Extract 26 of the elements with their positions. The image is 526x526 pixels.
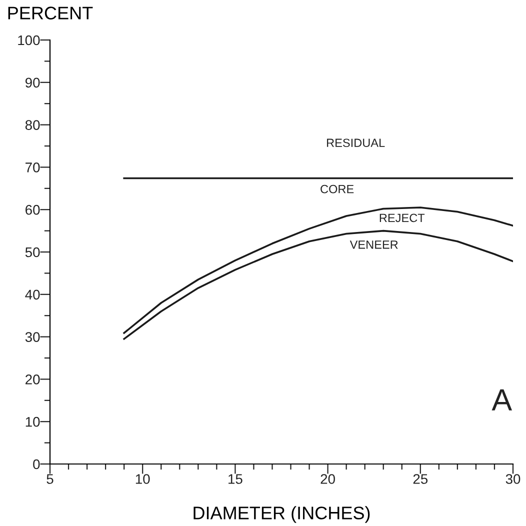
y-axis-title: PERCENT: [8, 6, 93, 20]
annotation: RESIDUAL: [327, 138, 385, 148]
y-tick-label: 100: [18, 35, 40, 46]
x-tick-label: 5: [46, 474, 54, 484]
y-tick-label: 10: [26, 416, 40, 427]
x-tick-label: 30: [506, 474, 520, 484]
x-axis-title: DIAMETER (INCHES): [194, 506, 370, 523]
y-tick-label: 40: [25, 290, 40, 300]
annotation: REJECT: [380, 214, 425, 222]
x-tick-label: 20: [320, 474, 335, 484]
line-series: [123, 230, 513, 340]
x-tick-label: 25: [413, 474, 428, 484]
y-tick-label: 30: [25, 332, 40, 342]
annotation: A: [492, 389, 512, 410]
y-tick-label: 80: [25, 120, 40, 130]
y-tick-label: 70: [26, 162, 40, 172]
annotation: VENEER: [350, 240, 398, 249]
y-tick-label: 90: [25, 78, 40, 88]
y-tick-label: 50: [25, 247, 40, 258]
y-tick-label: 0: [33, 459, 40, 470]
y-tick-label: 20: [26, 374, 40, 384]
x-tick-label: 15: [228, 474, 242, 484]
y-tick-label: 60: [26, 204, 40, 215]
annotation: CORE: [320, 184, 354, 194]
line-series: [123, 206, 513, 334]
x-tick-label: 10: [136, 474, 150, 484]
